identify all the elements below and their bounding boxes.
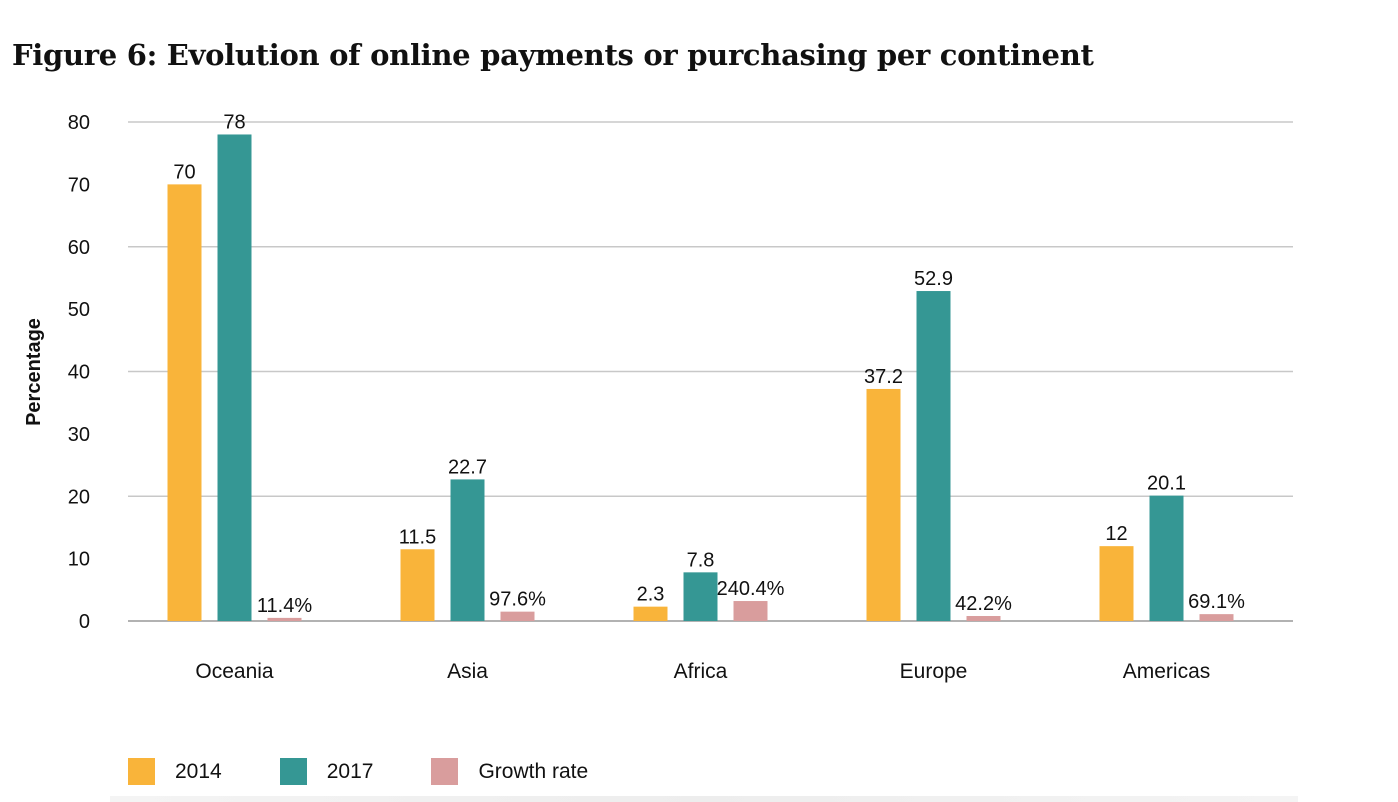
chart-title: Figure 6: Evolution of online payments o…: [12, 38, 1094, 72]
data-label: 78: [223, 111, 245, 133]
data-label: 7.8: [687, 549, 715, 571]
legend-swatch: [279, 758, 307, 785]
y-tick-label: 50: [68, 299, 90, 321]
y-tick-label: 60: [68, 237, 90, 259]
y-axis-label: Percentage: [23, 318, 45, 426]
bar: [267, 617, 302, 621]
x-tick-label: Africa: [674, 660, 728, 683]
data-label: 11.4%: [257, 595, 312, 617]
y-tick-label: 0: [79, 611, 90, 633]
bar: [500, 611, 535, 621]
x-axis-ticks: Oceania Asia Africa Europe Americas: [195, 660, 1210, 683]
y-tick-label: 10: [68, 549, 90, 571]
gridlines: [128, 121, 1293, 622]
data-label: 37.2: [864, 366, 903, 388]
data-label: 240.4%: [717, 578, 785, 600]
legend-swatch: [128, 758, 155, 785]
bar: [217, 134, 252, 621]
legend-swatch: [431, 758, 459, 785]
y-tick-label: 40: [68, 362, 90, 384]
y-tick-label: 80: [68, 112, 90, 134]
x-tick-label: Asia: [447, 660, 488, 683]
data-label: 22.7: [448, 456, 487, 478]
bar: [167, 184, 202, 621]
x-tick-label: Europe: [900, 660, 968, 683]
data-label: 20.1: [1147, 473, 1186, 495]
x-tick-label: Oceania: [195, 660, 274, 683]
bar: [733, 601, 768, 621]
bar: [633, 606, 668, 621]
bar: [1149, 495, 1184, 621]
x-tick-label: Americas: [1123, 660, 1211, 683]
data-label: 52.9: [914, 268, 953, 290]
data-label: 69.1%: [1188, 591, 1245, 613]
legend: 2014 2017 Growth rate: [128, 758, 646, 785]
data-label: 42.2%: [955, 593, 1012, 615]
y-tick-label: 70: [68, 174, 90, 196]
bar: [683, 572, 718, 621]
data-label: 97.6%: [489, 589, 546, 611]
legend-item-2017: 2017: [279, 758, 374, 785]
y-axis-ticks: 0 10 20 30 40 50 60 70 80: [68, 112, 90, 633]
data-label: 12: [1105, 523, 1127, 545]
data-label: 70: [173, 161, 195, 183]
legend-label: Growth rate: [478, 759, 589, 783]
bar: [866, 388, 901, 621]
data-label: 2.3: [637, 584, 665, 606]
legend-label: 2017: [326, 759, 374, 783]
legend-item-2014: 2014: [128, 758, 222, 785]
bar: [1199, 614, 1234, 621]
y-tick-label: 20: [68, 486, 90, 508]
bar: [966, 616, 1001, 621]
bar: [1099, 546, 1134, 621]
bar: [400, 549, 435, 621]
bar: [450, 479, 485, 621]
bottom-shadow: [110, 796, 1298, 802]
legend-item-growth-rate: Growth rate: [431, 758, 588, 785]
legend-label: 2014: [175, 759, 222, 783]
y-tick-label: 30: [68, 424, 90, 446]
bar: [916, 291, 951, 621]
bars: [167, 134, 1234, 621]
data-label: 11.5: [399, 526, 436, 548]
